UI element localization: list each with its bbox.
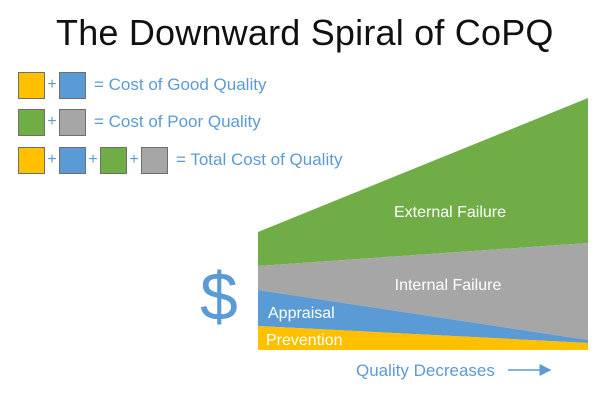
prevention-area — [258, 326, 588, 350]
prevention-swatch — [18, 71, 45, 99]
plus-sign: + — [129, 151, 139, 168]
legend-total-quality: + + + = Total Cost of Quality — [18, 145, 342, 175]
dollar-sign: $ — [200, 259, 238, 335]
internal-failure-swatch — [59, 108, 86, 136]
internal-failure-area — [258, 243, 588, 340]
plus-sign: + — [47, 76, 57, 93]
plus-sign: + — [47, 151, 57, 168]
appraisal-area — [258, 290, 588, 343]
appraisal-swatch — [59, 146, 86, 174]
legend-poor-quality: + = Cost of Poor Quality — [18, 107, 261, 137]
legend-good-quality: + = Cost of Good Quality — [18, 70, 266, 100]
appraisal-label: Appraisal — [268, 305, 335, 322]
plus-sign: + — [88, 151, 98, 168]
appraisal-swatch — [59, 71, 86, 99]
page-title: The Downward Spiral of CoPQ — [56, 12, 554, 53]
legend-total-quality-label: = Total Cost of Quality — [176, 150, 343, 169]
prevention-swatch — [18, 146, 45, 174]
external-failure-swatch — [18, 108, 45, 136]
legend-poor-quality-label: = Cost of Poor Quality — [94, 112, 261, 131]
plus-sign: + — [47, 113, 57, 130]
external-failure-label: External Failure — [394, 204, 506, 221]
internal-failure-label: Internal Failure — [395, 277, 502, 294]
internal-failure-swatch — [141, 146, 168, 174]
legend-good-quality-label: = Cost of Good Quality — [94, 75, 267, 94]
prevention-label: Prevention — [266, 332, 343, 349]
external-failure-area — [258, 98, 588, 266]
external-failure-swatch — [100, 146, 127, 174]
x-axis-label: Quality Decreases — [356, 361, 495, 380]
